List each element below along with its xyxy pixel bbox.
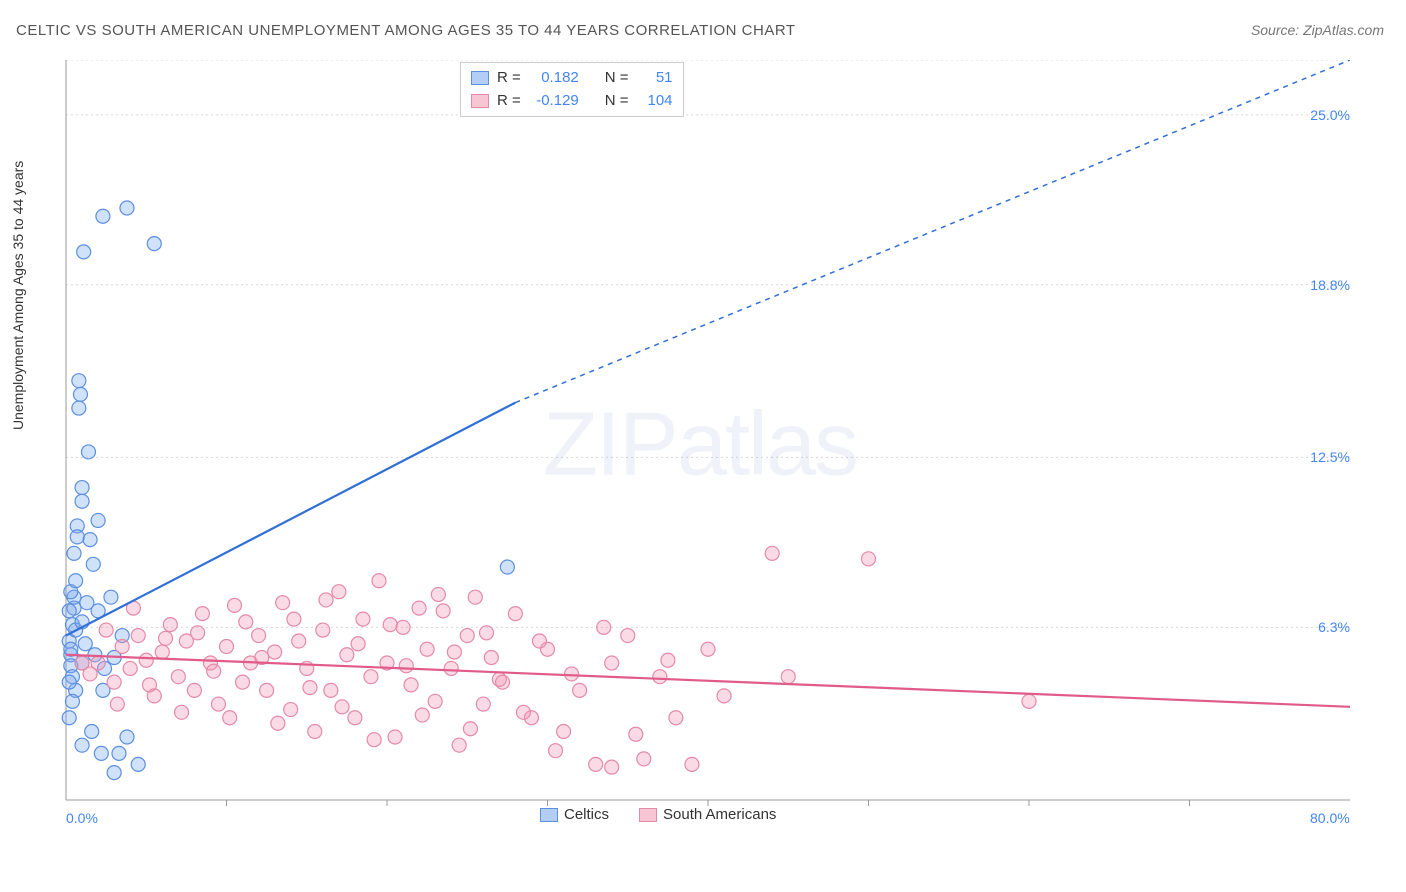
r-value: 0.182	[529, 67, 579, 90]
legend-series: Celtics South Americans	[540, 806, 776, 823]
n-value: 51	[637, 67, 673, 90]
scatter-chart-svg	[50, 60, 1350, 830]
legend-swatch	[471, 71, 489, 85]
legend-stats-box: R = 0.182 N = 51 R = -0.129 N = 104	[460, 62, 684, 117]
legend-series-label: South Americans	[663, 806, 776, 823]
legend-swatch	[639, 808, 657, 822]
legend-series-item: Celtics	[540, 806, 609, 823]
n-label: N =	[605, 90, 629, 113]
chart-title: CELTIC VS SOUTH AMERICAN UNEMPLOYMENT AM…	[16, 22, 796, 39]
y-tick-label: 18.8%	[1310, 277, 1350, 293]
source-credit: Source: ZipAtlas.com	[1251, 22, 1384, 38]
y-tick-label: 25.0%	[1310, 107, 1350, 123]
legend-stat-row: R = 0.182 N = 51	[471, 67, 673, 90]
x-tick-label: 80.0%	[1310, 810, 1350, 826]
legend-swatch	[471, 94, 489, 108]
y-tick-label: 6.3%	[1318, 619, 1350, 635]
y-axis-label: Unemployment Among Ages 35 to 44 years	[10, 161, 26, 430]
r-value: -0.129	[529, 90, 579, 113]
x-tick-label: 0.0%	[66, 810, 98, 826]
legend-series-item: South Americans	[639, 806, 776, 823]
r-label: R =	[497, 67, 521, 90]
legend-series-label: Celtics	[564, 806, 609, 823]
y-tick-label: 12.5%	[1310, 449, 1350, 465]
legend-stat-row: R = -0.129 N = 104	[471, 90, 673, 113]
legend-swatch	[540, 808, 558, 822]
chart-area: ZIPatlas R =0.182N =51R =-0.129N =104 Ce…	[50, 60, 1350, 830]
r-label: R =	[497, 90, 521, 113]
n-label: N =	[605, 67, 629, 90]
n-value: 104	[637, 90, 673, 113]
